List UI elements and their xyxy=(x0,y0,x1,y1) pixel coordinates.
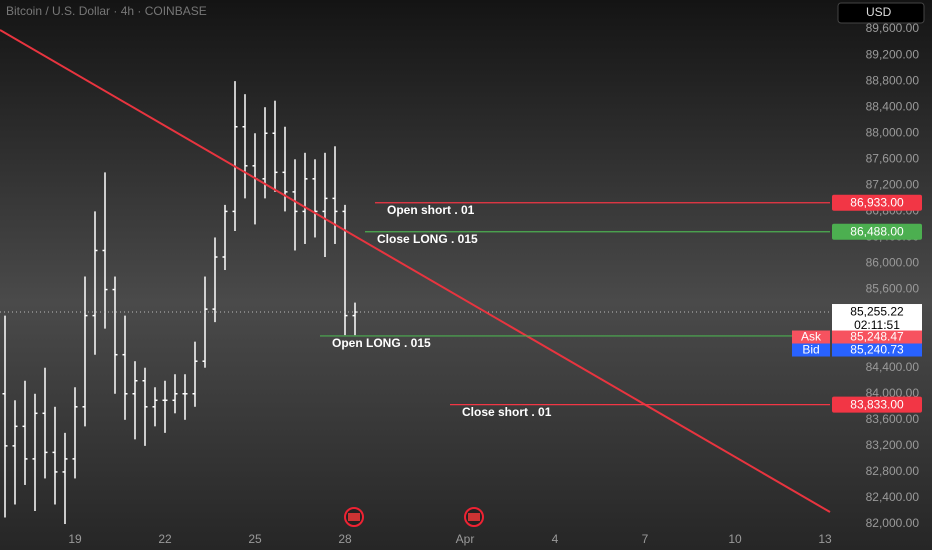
x-tick-label: 28 xyxy=(338,532,352,546)
event-icons xyxy=(344,507,484,527)
y-tick-label: 88,000.00 xyxy=(866,125,920,139)
order-tag-label: 83,833.00 xyxy=(850,397,904,411)
y-tick-label: 84,400.00 xyxy=(866,360,920,374)
order-label: Open short . 01 xyxy=(387,203,475,217)
y-tick-label: 82,000.00 xyxy=(866,516,920,530)
chart-title: Bitcoin / U.S. Dollar · 4h · COINBASE xyxy=(6,4,207,18)
y-tick-label: 82,800.00 xyxy=(866,464,920,478)
order-tag-label: 86,933.00 xyxy=(850,195,904,209)
currency-button[interactable] xyxy=(837,2,925,24)
x-tick-label: 22 xyxy=(158,532,172,546)
y-tick-label: 82,400.00 xyxy=(866,490,920,504)
ask-name-box xyxy=(792,330,830,344)
bid-name: Bid xyxy=(802,343,819,357)
y-tick-label: 87,200.00 xyxy=(866,178,920,192)
last-price-label: 85,255.22 xyxy=(850,305,904,319)
y-tick-label: 88,400.00 xyxy=(866,99,920,113)
x-tick-label: 7 xyxy=(642,532,649,546)
bid-name-box xyxy=(792,343,830,357)
order-tag xyxy=(832,194,922,211)
y-tick-label: 83,600.00 xyxy=(866,412,920,426)
trendline xyxy=(0,29,831,513)
y-tick-label: 85,600.00 xyxy=(866,282,920,296)
order-label: Open LONG . 015 xyxy=(332,336,431,350)
bid-tag xyxy=(832,343,922,357)
y-tick-label: 86,000.00 xyxy=(866,256,920,270)
y-tick-label: 89,600.00 xyxy=(866,21,920,35)
y-tick-label: 83,200.00 xyxy=(866,438,920,452)
x-tick-label: Apr xyxy=(456,532,475,546)
x-tick-label: 25 xyxy=(248,532,262,546)
flag xyxy=(348,513,360,521)
x-tick-label: 10 xyxy=(728,532,742,546)
last-price-tag xyxy=(832,304,922,335)
y-tick-label: 88,800.00 xyxy=(866,73,920,87)
ask-name: Ask xyxy=(801,330,822,344)
bid-tag-label: 85,240.73 xyxy=(850,343,904,357)
order-label: Close LONG . 015 xyxy=(377,232,478,246)
bars xyxy=(2,81,358,525)
order-tag-label: 86,488.00 xyxy=(850,224,904,238)
x-tick-label: 19 xyxy=(68,532,82,546)
countdown-label: 02:11:51 xyxy=(854,318,900,332)
y-tick-label: 89,200.00 xyxy=(866,47,920,61)
ask-tag-label: 85,248.47 xyxy=(850,330,904,344)
order-label: Close short . 01 xyxy=(462,405,552,419)
x-tick-label: 4 xyxy=(552,532,559,546)
x-tick-label: 13 xyxy=(818,532,832,546)
order-tag xyxy=(832,223,922,240)
order-tag xyxy=(832,396,922,413)
y-tick-label: 84,000.00 xyxy=(866,386,920,400)
y-tick-label: 87,600.00 xyxy=(866,151,920,165)
currency-label[interactable]: USD xyxy=(866,5,892,19)
ask-tag xyxy=(832,330,922,344)
flag xyxy=(468,513,480,521)
